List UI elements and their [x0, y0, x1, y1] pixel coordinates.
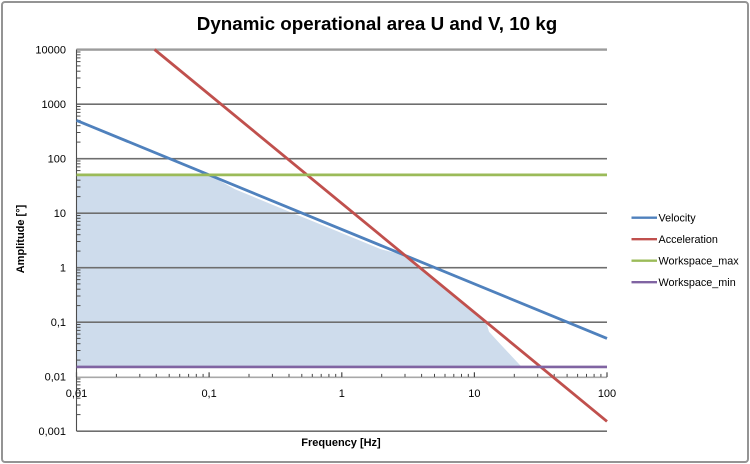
- svg-text:Amplitude [°]: Amplitude [°]: [15, 204, 27, 273]
- svg-text:Velocity: Velocity: [659, 213, 697, 225]
- svg-text:0,01: 0,01: [45, 372, 66, 384]
- svg-text:Frequency [Hz]: Frequency [Hz]: [301, 437, 381, 449]
- svg-text:1000: 1000: [42, 99, 66, 111]
- svg-text:10000: 10000: [35, 45, 66, 57]
- svg-text:10: 10: [468, 388, 480, 400]
- svg-text:Dynamic operational area U and: Dynamic operational area U and V, 10 kg: [197, 13, 557, 34]
- svg-text:0,1: 0,1: [51, 317, 66, 329]
- svg-text:0,01: 0,01: [66, 388, 87, 400]
- svg-text:Workspace_min: Workspace_min: [659, 277, 736, 289]
- svg-text:10: 10: [54, 208, 66, 220]
- svg-text:100: 100: [48, 154, 66, 166]
- svg-text:0,001: 0,001: [38, 426, 66, 438]
- svg-text:1: 1: [60, 263, 66, 275]
- svg-text:Workspace_max: Workspace_max: [659, 256, 740, 268]
- svg-text:Acceleration: Acceleration: [659, 234, 718, 246]
- svg-text:100: 100: [598, 388, 616, 400]
- svg-text:1: 1: [339, 388, 345, 400]
- svg-text:0,1: 0,1: [201, 388, 216, 400]
